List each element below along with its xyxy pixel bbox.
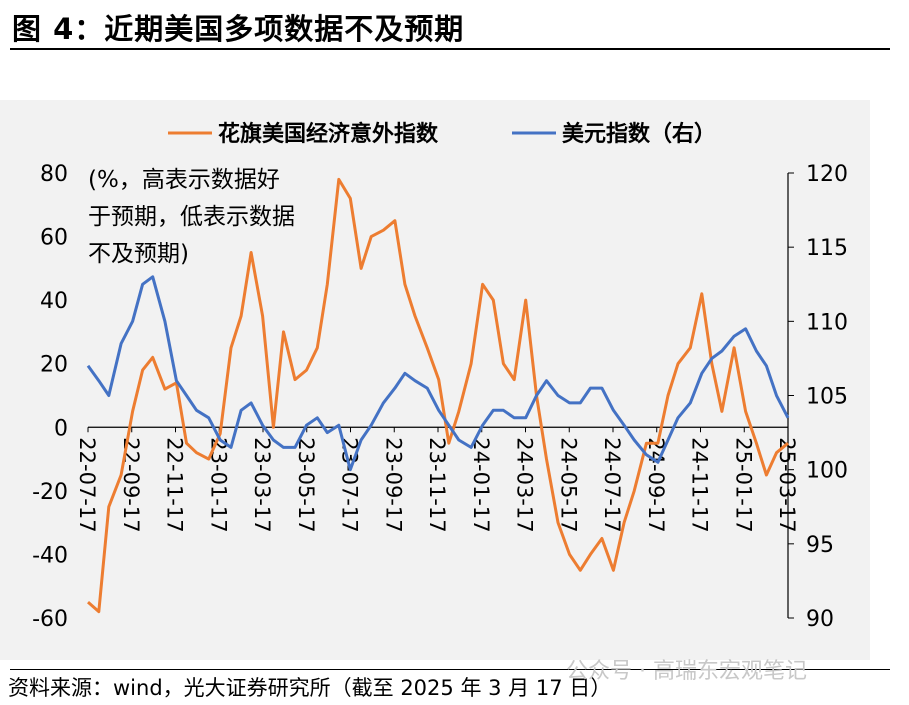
left-tick-label: 80 xyxy=(40,162,68,187)
chart-annotation: (%，高表示数据好于预期，低表示数据不及预期) xyxy=(88,167,295,267)
x-tick-label: 24-01-17 xyxy=(469,437,493,532)
left-tick-label: 0 xyxy=(54,416,68,441)
left-tick-label: -20 xyxy=(32,480,68,505)
title-divider xyxy=(10,48,890,50)
right-tick-label: 110 xyxy=(806,310,848,335)
left-tick-label: 40 xyxy=(40,289,68,314)
x-tick-label: 25-03-17 xyxy=(775,437,799,532)
x-tick-label: 22-11-17 xyxy=(163,437,187,532)
x-tick-label: 23-09-17 xyxy=(381,437,405,532)
x-tick-label: 24-11-17 xyxy=(688,437,712,532)
right-tick-label: 115 xyxy=(806,236,848,261)
right-tick-label: 90 xyxy=(806,607,834,632)
figure-title: 图 4：近期美国多项数据不及预期 xyxy=(12,12,465,46)
left-tick-label: -40 xyxy=(32,543,68,568)
x-tick-label: 24-07-17 xyxy=(600,437,624,532)
x-tick-label: 23-01-17 xyxy=(206,437,230,532)
right-tick-label: 105 xyxy=(806,385,848,410)
right-tick-label: 100 xyxy=(806,459,848,484)
legend-label: 花旗美国经济意外指数 xyxy=(218,121,439,147)
x-tick-label: 22-07-17 xyxy=(75,437,99,532)
x-tick-label: 24-03-17 xyxy=(513,437,537,532)
legend-label: 美元指数（右） xyxy=(562,121,716,147)
left-tick-label: 60 xyxy=(40,226,68,251)
chart-background xyxy=(0,100,870,660)
source-divider xyxy=(10,669,890,670)
x-tick-label: 25-01-17 xyxy=(731,437,755,532)
watermark: 公众号 · 高瑞东宏观笔记 xyxy=(566,659,807,684)
right-tick-label: 120 xyxy=(806,162,848,187)
x-tick-label: 22-09-17 xyxy=(119,437,143,532)
source-note: 资料来源：wind，光大证券研究所（截至 2025 年 3 月 17 日） xyxy=(8,676,612,700)
left-tick-label: -60 xyxy=(32,607,68,632)
series-line-dollar-index xyxy=(86,275,790,472)
x-tick-label: 23-11-17 xyxy=(425,437,449,532)
x-tick-label: 23-03-17 xyxy=(250,437,274,532)
x-tick-label: 23-05-17 xyxy=(294,437,318,532)
series-line-surprise-index xyxy=(87,177,789,614)
x-tick-label: 24-05-17 xyxy=(556,437,580,532)
right-tick-label: 95 xyxy=(806,533,834,558)
left-tick-label: 20 xyxy=(40,353,68,378)
x-tick-label: 24-09-17 xyxy=(644,437,668,532)
